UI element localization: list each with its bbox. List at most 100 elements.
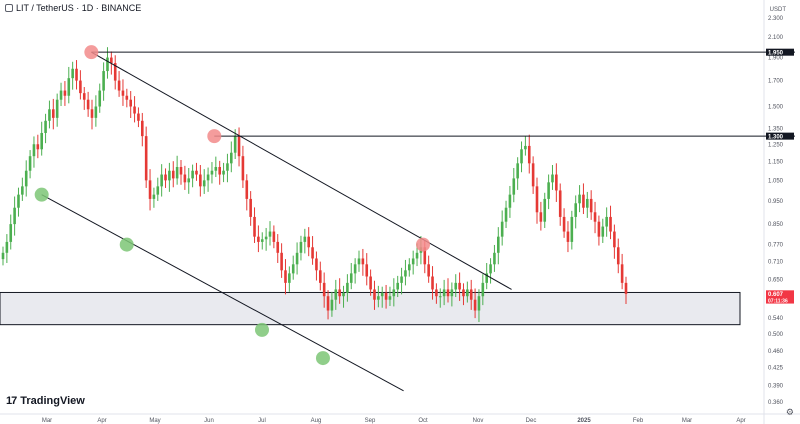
candle-body	[477, 296, 481, 311]
candle-body	[156, 186, 160, 195]
candle-body	[508, 194, 512, 208]
candle-body	[547, 182, 550, 199]
candle-body	[558, 190, 562, 217]
candle-body	[404, 270, 407, 277]
candle-body	[280, 252, 283, 271]
candle-body	[322, 282, 326, 297]
red-touch-marker[interactable]	[207, 129, 222, 144]
candle-body	[79, 80, 82, 94]
candle-body	[458, 282, 461, 290]
price-label: 07:11:36	[768, 298, 788, 304]
green-touch-marker[interactable]	[34, 187, 49, 202]
candle-body	[315, 258, 318, 271]
tradingview-logo-text: TradingView	[20, 395, 85, 407]
candle-body	[388, 296, 392, 300]
candle-body	[106, 57, 109, 72]
red-touch-marker[interactable]	[84, 45, 99, 60]
y-tick-label: 1.900	[768, 56, 784, 62]
candle-body	[17, 194, 20, 208]
y-tick-label: 2.300	[768, 16, 784, 22]
candle-body	[133, 106, 136, 114]
candle-body	[512, 178, 516, 195]
candle-body	[183, 174, 187, 183]
candle-body	[605, 216, 608, 227]
gear-icon[interactable]: ⚙	[785, 407, 794, 417]
candle-body	[71, 68, 74, 79]
candle-body	[117, 80, 121, 91]
candle-body	[36, 144, 40, 150]
candle-body	[342, 292, 345, 297]
candle-body	[593, 212, 597, 222]
y-tick-label: 0.500	[768, 332, 784, 338]
candle-body	[288, 273, 291, 283]
y-tick-label: 0.460	[768, 349, 784, 355]
green-touch-marker[interactable]	[119, 237, 134, 252]
candle-body	[94, 106, 98, 118]
candle-body	[59, 90, 63, 100]
candle-body	[473, 299, 477, 311]
candle-body	[574, 203, 577, 217]
candle-body	[179, 166, 183, 175]
candle-body	[586, 198, 589, 208]
candle-body	[539, 212, 543, 222]
x-tick-label: Dec	[526, 418, 537, 424]
candle-body	[570, 216, 574, 242]
y-tick-label: 1.250	[768, 142, 784, 148]
candle-body	[369, 276, 372, 290]
candle-body	[520, 149, 523, 164]
candle-body	[415, 252, 419, 259]
y-tick-label: 0.850	[768, 222, 784, 228]
candle-body	[102, 71, 105, 91]
support-zone[interactable]	[0, 291, 741, 326]
candle-body	[497, 236, 500, 253]
candle-body	[171, 170, 175, 179]
candle-body	[63, 90, 67, 96]
candle-body	[230, 152, 233, 164]
candle-body	[589, 198, 593, 213]
candle-body	[469, 289, 473, 300]
candle-body	[392, 289, 396, 297]
candle-body	[257, 236, 260, 242]
x-tick-label: Nov	[473, 418, 484, 424]
candle-body	[187, 178, 191, 183]
x-tick-label: 2025	[577, 418, 591, 424]
candle-body	[141, 120, 144, 137]
symbol-header[interactable]: LIT / TetherUS · 1D · BINANCE	[5, 3, 141, 13]
candle-body	[32, 144, 36, 157]
currency-label[interactable]: USDT	[769, 7, 786, 13]
candle-body	[353, 264, 357, 274]
candle-body	[226, 163, 229, 171]
price-label: 1.950	[768, 50, 784, 56]
candle-body	[113, 63, 117, 81]
trendline-upper-descending[interactable]	[91, 51, 512, 290]
y-tick-label: 0.425	[768, 366, 784, 372]
x-tick-label: Apr	[736, 418, 745, 424]
trendline-lower-descending[interactable]	[41, 194, 404, 392]
y-tick-label: 2.100	[768, 35, 784, 41]
candle-body	[9, 224, 13, 242]
candle-body	[435, 289, 438, 297]
candle-body	[384, 292, 388, 300]
candle-body	[86, 99, 90, 110]
y-tick-label: 0.360	[768, 400, 784, 406]
candle-body	[5, 241, 9, 253]
candle-body	[357, 258, 361, 265]
x-tick-label: Jul	[258, 418, 266, 424]
candle-body	[620, 264, 624, 283]
y-tick-label: 0.770	[768, 243, 784, 249]
y-tick-label: 1.050	[768, 178, 784, 184]
candle-body	[110, 57, 113, 64]
candle-body	[144, 136, 148, 181]
candle-body	[334, 289, 338, 300]
candle-body	[624, 282, 628, 294]
x-tick-label: Oct	[418, 418, 428, 424]
green-touch-marker[interactable]	[315, 351, 330, 366]
candle-body	[373, 289, 376, 300]
candle-body	[543, 198, 547, 222]
y-tick-label: 1.500	[768, 105, 784, 111]
x-tick-label: Apr	[97, 418, 106, 424]
candle-body	[438, 296, 442, 298]
red-touch-marker[interactable]	[416, 237, 430, 252]
green-touch-marker[interactable]	[255, 322, 269, 337]
